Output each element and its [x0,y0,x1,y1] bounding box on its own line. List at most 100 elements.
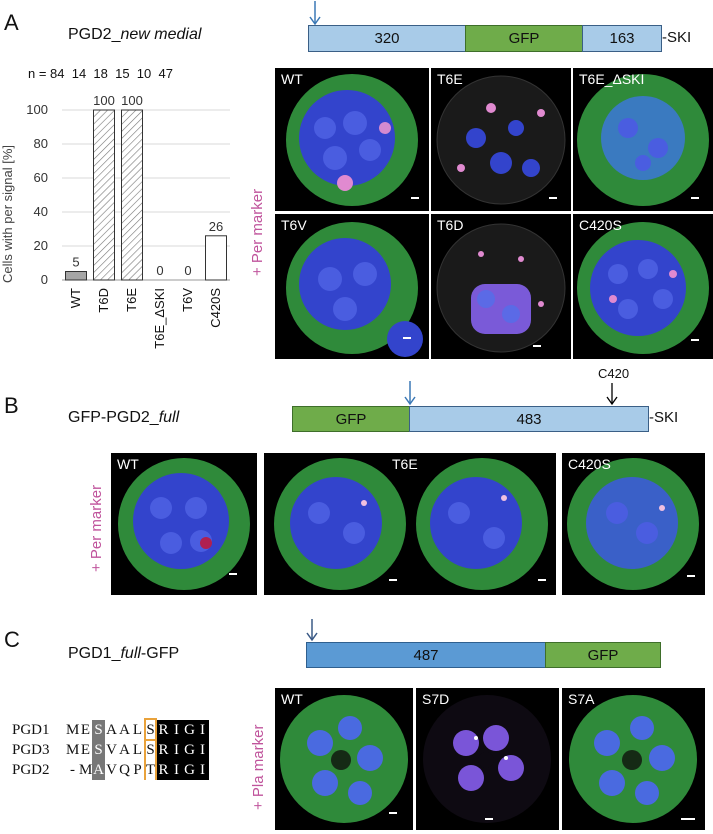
micrograph-a-t6d-label: T6D [437,217,464,233]
alignment-residue: E [80,742,91,758]
scale-bar [403,337,411,339]
panel-b-letter: B [4,393,19,418]
x-tick-label: T6V [180,288,195,312]
scale-bar [389,812,397,814]
alignment-residue: M [66,742,80,758]
alignment-seq-name: PGD1 [12,722,50,738]
micrograph-a-t6d: T6D [431,214,571,359]
alignment-residue: S [144,740,157,760]
scale-bar [229,573,237,575]
alignment-residue: A [106,722,117,738]
scale-bar [538,579,546,581]
x-tick-label: WT [68,288,83,308]
bar-value-label: 100 [121,93,143,108]
scale-bar [549,197,557,199]
alignment-residue: I [196,740,209,760]
scale-bar [681,818,695,820]
alignment-residue: I [170,760,183,780]
panel-b-side-label: + Per marker [88,484,105,572]
alignment-residue: G [183,720,196,740]
alignment-residue: S [144,720,157,740]
chart-n-label: n = 84 14 18 15 10 47 [28,66,173,81]
panel-a-arrow-icon [309,1,321,26]
alignment-residue: M [79,762,93,778]
bar [205,235,227,281]
scale-bar [691,197,699,199]
micrograph-a-t6e-dski: T6E_ΔSKI [573,68,713,211]
alignment-residue: A [119,722,130,738]
scale-bar [411,197,419,199]
bar-value-label: 5 [72,255,79,270]
panel-c-title-suffix: -GFP [140,645,180,662]
y-tick-label: 40 [34,204,48,219]
scale-bar [389,579,397,581]
alignment-residue: Q [119,762,130,778]
micrograph-b-t6e: T6E [264,453,556,595]
bar-value-label: 100 [93,93,115,108]
alignment-residue: R [157,740,170,760]
alignment-residue: V [106,742,117,758]
sequence-alignment: PGD1 M E S A A L S R I G I PGD3 M E S V A L S R I G I PGD2- M A V Q P… [12,718,209,780]
alignment-residue: R [157,760,170,780]
bar-value-label: 0 [156,263,163,278]
alignment-residue: T [145,762,156,778]
alignment-residue: L [132,722,143,738]
panel-c-title-italic: full [120,645,141,662]
panel-a-side-label: + Per marker [249,188,266,276]
alignment-residue: I [170,720,183,740]
panel-a-letter: A [4,10,19,35]
micrograph-a-c420s: C420S [573,214,713,359]
bar [65,271,87,281]
panel-b-construct-seg2: 483 [409,406,649,432]
alignment-residue: R [157,720,170,740]
panel-a-title-italic: new medial [120,26,202,43]
micrograph-c-wt-label: WT [281,691,303,707]
alignment-residue: G [183,740,196,760]
alignment-residue: A [92,760,105,780]
bar [93,109,115,281]
panel-c-side-label: + Pla marker [250,724,267,810]
bar [121,109,143,281]
micrograph-c-s7a-label: S7A [568,691,595,707]
micrograph-b-wt-label: WT [117,456,139,472]
micrograph-b-c420s: C420S [562,453,705,595]
panel-a-construct-gfp: GFP [465,25,583,52]
panel-c-construct-gfp: GFP [545,642,661,668]
y-tick-label: 60 [34,170,48,185]
micrograph-a-wt: WT [275,68,429,211]
alignment-row: PGD1 M E S A A L S R I G I [12,720,209,740]
alignment-residue: - [70,762,75,778]
panel-a-construct-tail: -SKI [662,29,692,46]
y-tick-label: 0 [41,272,48,287]
alignment-residue: I [170,740,183,760]
micrograph-c-wt: WT [275,688,413,830]
panel-c-letter: C [4,627,20,652]
alignment-seq-name: PGD2 [12,762,50,778]
chart-ylabel: Cells with per signal [%] [0,145,15,283]
panel-a-construct-seg3: 163 [582,25,662,52]
panel-a-title-prefix: PGD2_ [68,26,121,43]
alignment-residue: I [196,760,209,780]
x-tick-label: T6E [124,288,139,312]
alignment-row: PGD2- M A V Q P T R I G I [12,760,209,780]
panel-a-construct-seg1: 320 [308,25,466,52]
panel-b-site-arrow-icon [606,383,618,406]
micrograph-a-t6e-dski-label: T6E_ΔSKI [579,71,645,87]
x-tick-label: T6E_ΔSKI [152,288,167,349]
bar-value-label: 26 [209,219,223,234]
panel-c-construct-seg1: 487 [306,642,546,668]
panel-b-site-label: C420 [598,366,630,381]
alignment-residue: S [92,720,105,740]
scale-bar [485,818,493,820]
y-tick-label: 20 [34,238,48,253]
micrograph-b-t6e-label: T6E [392,456,418,472]
alignment-residue: L [132,742,143,758]
alignment-residue: I [196,720,209,740]
alignment-residue: P [133,762,142,778]
panel-c-arrow-icon [306,619,318,642]
scale-bar [687,575,695,577]
micrograph-a-t6e-label: T6E [437,71,463,87]
micrograph-b-c420s-label: C420S [568,456,611,472]
x-tick-label: C420S [208,288,223,328]
micrograph-a-t6v: T6V [275,214,429,359]
